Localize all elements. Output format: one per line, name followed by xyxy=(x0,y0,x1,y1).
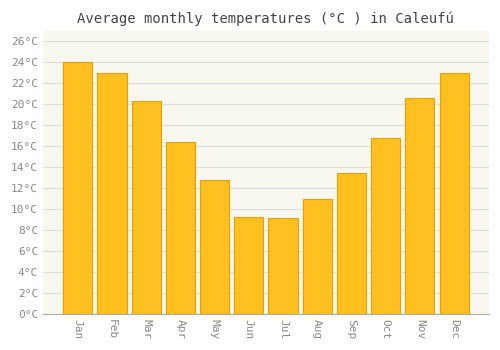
Bar xyxy=(268,218,298,314)
Bar xyxy=(440,73,468,314)
Title: Average monthly temperatures (°C ) in Caleufú: Average monthly temperatures (°C ) in Ca… xyxy=(78,11,454,26)
Bar xyxy=(200,180,229,314)
Bar xyxy=(98,73,126,314)
Bar xyxy=(63,62,92,314)
Bar xyxy=(132,101,160,314)
Bar xyxy=(234,217,264,314)
Bar xyxy=(302,198,332,314)
Bar xyxy=(166,142,195,314)
Bar xyxy=(337,173,366,314)
Bar xyxy=(371,138,400,314)
Bar xyxy=(406,98,434,314)
